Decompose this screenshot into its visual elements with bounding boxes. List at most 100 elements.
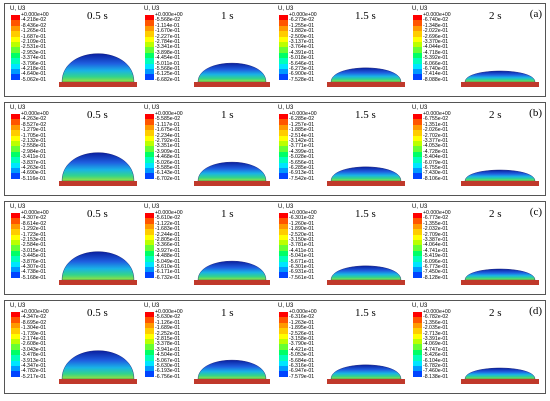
legend-tick: -6.755e-02 <box>423 116 449 123</box>
legend-swatch <box>145 74 154 80</box>
legend-swatch <box>279 151 288 158</box>
legend-values: +0.000e+00 -6.301e-02 -1.260e-01 -1.890e-01… <box>289 210 317 281</box>
legend-swatch <box>11 31 20 37</box>
legend-tick: -4.347e-01 <box>21 362 47 369</box>
droplet-scene <box>327 333 405 387</box>
legend-swatch <box>413 151 422 158</box>
legend-tick: +0.000e+00 <box>423 210 451 216</box>
time-label: 1 s <box>221 307 234 319</box>
legend-title: U, U3 <box>10 6 26 12</box>
droplet-scene <box>327 36 405 90</box>
substrate-plate <box>327 280 405 285</box>
legend-swatch <box>11 256 20 262</box>
frame-panel: U, U3 +0.000e+00 -4.307e-02 -8.614e-02 -1.29… <box>7 202 139 294</box>
legend-swatch <box>11 146 20 152</box>
legend-tick: -5.011e-01 <box>155 60 180 67</box>
legend-tick: -6.900e-01 <box>289 71 315 78</box>
legend-swatch <box>11 15 20 21</box>
legend-swatch <box>413 157 422 163</box>
legend-swatch <box>11 151 20 158</box>
droplet-svg <box>194 162 270 186</box>
legend-swatch <box>279 146 288 152</box>
legend-tick: -5.028e-01 <box>289 154 315 161</box>
legend-swatch <box>145 135 154 141</box>
legend-tick: -3.876e-01 <box>21 258 47 265</box>
frame-panel: U, U3 +0.000e+00 -4.218e-02 -8.436e-02 -1.26… <box>7 4 139 96</box>
legend-swatch <box>413 317 422 323</box>
legend-tick: -7.450e-01 <box>423 269 449 276</box>
legend-tick: -5.419e-01 <box>423 253 449 260</box>
droplet-svg <box>194 63 270 87</box>
legend-swatch <box>145 312 154 318</box>
legend-title: U, U3 <box>278 303 294 309</box>
legend-tick: -5.671e-01 <box>289 258 315 265</box>
legend-tick: -1.126e-01 <box>155 319 181 326</box>
legend-title: U, U3 <box>10 303 26 309</box>
legend-swatches <box>279 312 288 377</box>
legend-swatch <box>11 312 20 318</box>
legend-swatches <box>11 15 20 80</box>
legend-tick: -5.053e-01 <box>289 352 315 359</box>
legend-tick: -6.316e-01 <box>289 362 315 369</box>
legend-swatches <box>279 114 288 179</box>
legend-swatch <box>413 41 422 48</box>
legend-swatch <box>11 157 20 163</box>
legend-values: +0.000e+00 -5.610e-02 -1.122e-01 -1.683e-01… <box>155 210 183 281</box>
legend-tick: -6.682e-01 <box>155 76 181 83</box>
legend-swatch <box>11 272 20 278</box>
legend-tick: -2.174e-01 <box>21 335 47 342</box>
legend-tick: -6.947e-01 <box>289 368 315 375</box>
legend-tick: -4.504e-01 <box>155 352 181 359</box>
legend-tick: -4.488e-01 <box>155 253 181 260</box>
legend-tick: -3.387e-01 <box>423 236 449 243</box>
legend-tick: -2.035e-01 <box>423 325 449 332</box>
legend-tick: -3.837e-01 <box>21 159 47 166</box>
legend-swatch <box>11 223 20 230</box>
legend-swatch <box>11 68 20 75</box>
legend-swatch <box>279 173 288 179</box>
legend-tick: -6.755e-01 <box>423 164 449 171</box>
legend-tick: +0.000e+00 <box>21 210 49 216</box>
legend-tick: -5.684e-01 <box>289 357 315 364</box>
legend-tick: +0.000e+00 <box>155 12 183 18</box>
legend-values: +0.000e+00 -6.740e-02 -1.348e-01 -2.022e-01… <box>423 12 451 83</box>
substrate-plate <box>58 181 138 186</box>
legend-tick: -2.531e-01 <box>21 44 47 51</box>
legend-tick: -5.610e-01 <box>155 263 181 270</box>
row-label: (c) <box>529 206 542 218</box>
droplet-scene <box>193 135 271 189</box>
droplet-shape <box>61 152 135 182</box>
legend-swatch <box>11 25 20 32</box>
legend-tick: -5.026e-01 <box>155 159 181 166</box>
legend-swatch <box>279 140 288 147</box>
legend-tick: -1.356e-01 <box>423 319 449 326</box>
legend-tick: -3.909e-01 <box>155 148 181 155</box>
droplet-shape <box>197 63 267 83</box>
legend-swatch <box>279 114 288 120</box>
legend-tick: -6.273e-01 <box>289 65 315 72</box>
legend-swatch <box>279 41 288 48</box>
time-label: 0.5 s <box>87 307 108 319</box>
legend-tick: -6.702e-01 <box>155 175 181 182</box>
legend-swatch <box>145 349 154 356</box>
row-label: (a) <box>529 8 542 20</box>
time-label: 2 s <box>489 10 502 22</box>
legend-swatches <box>279 213 288 278</box>
droplet-scene <box>58 333 138 387</box>
legend-tick: -1.675e-01 <box>155 127 181 134</box>
legend-swatch <box>145 338 154 345</box>
legend-title: U, U3 <box>412 6 428 12</box>
legend-tick: -2.815e-01 <box>155 335 181 342</box>
legend-swatch <box>145 333 154 339</box>
droplet-scene <box>58 234 138 288</box>
legend-swatch <box>413 365 422 372</box>
legend-tick: -7.528e-01 <box>289 76 315 83</box>
frame-panel: U, U3 +0.000e+00 -6.273e-02 -1.255e-01 -1.88… <box>275 4 407 96</box>
legend-tick: -2.153e-01 <box>21 236 47 243</box>
legend-tick: -4.399e-01 <box>289 148 315 155</box>
legend-swatch <box>11 250 20 257</box>
color-legend: U, U3 +0.000e+00 -6.755e-02 -1.351e-01 -2.02… <box>412 105 472 193</box>
legend-tick: +0.000e+00 <box>423 111 451 117</box>
legend-swatch <box>279 328 288 334</box>
legend-tick: -3.351e-01 <box>155 143 181 150</box>
